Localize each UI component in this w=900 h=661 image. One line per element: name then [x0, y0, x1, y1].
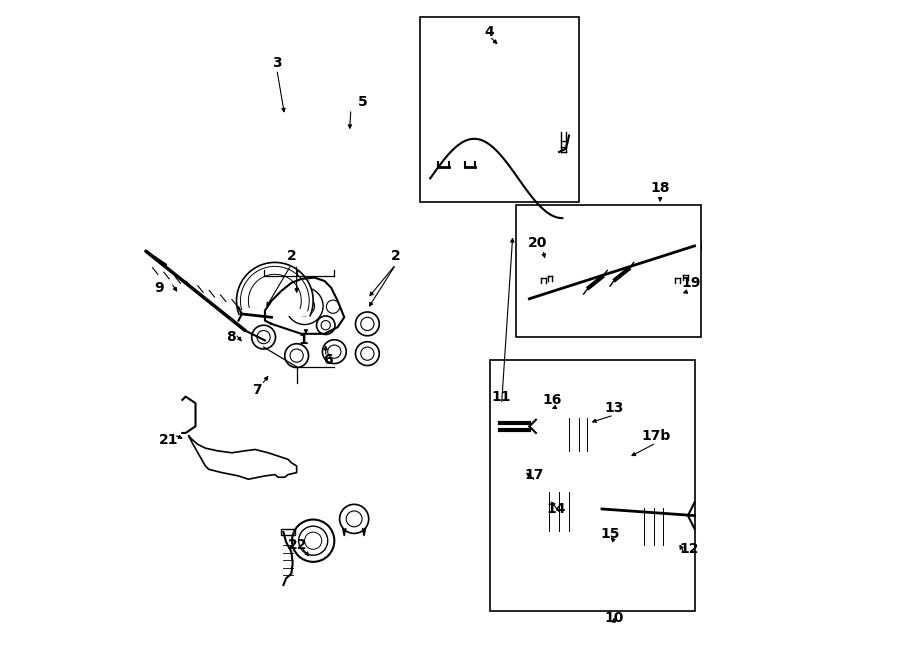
Bar	[420, 17, 579, 202]
Text: 19: 19	[681, 276, 701, 290]
Text: 7: 7	[252, 383, 262, 397]
Text: 11: 11	[491, 389, 511, 404]
Polygon shape	[561, 413, 602, 456]
Text: 2: 2	[391, 249, 401, 264]
Text: 9: 9	[154, 280, 164, 295]
Text: 12: 12	[680, 541, 699, 556]
Text: 5: 5	[358, 95, 367, 110]
Text: 1: 1	[299, 333, 308, 348]
Polygon shape	[541, 484, 591, 537]
Bar	[490, 360, 695, 611]
Text: 4: 4	[485, 24, 494, 39]
Text: 13: 13	[604, 401, 624, 416]
Text: 17: 17	[525, 467, 544, 482]
Bar	[516, 205, 701, 337]
Text: 22: 22	[288, 538, 308, 553]
Text: 2: 2	[286, 249, 296, 264]
Polygon shape	[282, 529, 294, 535]
Polygon shape	[635, 500, 685, 550]
Text: 16: 16	[543, 393, 562, 407]
Text: 8: 8	[226, 330, 236, 344]
Polygon shape	[237, 262, 313, 316]
Text: 15: 15	[600, 527, 620, 541]
Text: 3: 3	[272, 56, 282, 70]
Text: 10: 10	[604, 611, 624, 625]
Text: 6: 6	[323, 353, 332, 368]
Text: 20: 20	[527, 236, 547, 251]
Text: 18: 18	[651, 181, 670, 196]
Text: 17b: 17b	[642, 429, 670, 444]
Text: 21: 21	[159, 432, 179, 447]
Text: 14: 14	[546, 502, 565, 516]
